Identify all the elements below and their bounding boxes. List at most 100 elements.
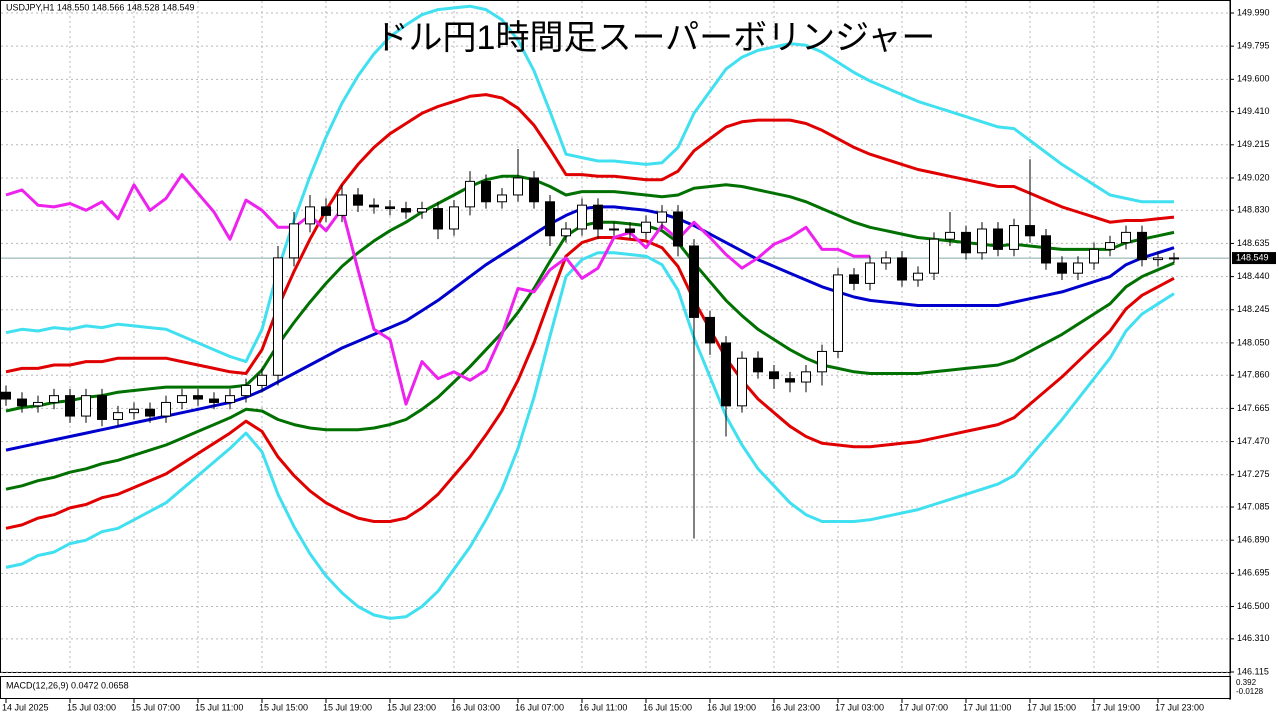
candle-body [33,401,43,407]
labels: 149.990 149.795 149.600 149.410 149.215 149.0… [2,7,1276,712]
y-tick-label: 147.860 [1237,370,1270,380]
candle-body [641,221,651,233]
macd-tick-label: -0.0128 [1236,687,1264,696]
candle-body [1153,257,1163,261]
candle-body [897,257,907,281]
candle-body [577,204,587,230]
x-tick-label: 16 Jul 15:00 [643,702,692,712]
candle-body [833,274,843,352]
candle-body [1057,262,1067,274]
candle-body [929,238,939,274]
x-tick-label: 15 Jul 19:00 [323,702,372,712]
chart-title: ドル円1時間足スーパーボリンジャー [375,19,936,57]
indicator-line [5,4,1174,364]
y-tick-label: 147.275 [1237,469,1270,479]
candle-body [1041,235,1051,264]
x-tick-label: 17 Jul 19:00 [1091,702,1140,712]
candle-body [881,257,891,264]
y-tick-label: 149.990 [1237,7,1270,17]
candle-body [81,395,91,417]
y-tick-label: 147.470 [1237,436,1270,446]
candle-body [689,245,699,318]
candle-body [1169,257,1179,260]
x-tick-label: 14 Jul 2025 [2,702,49,712]
candle-body [993,228,1003,250]
x-tick-label: 15 Jul 03:00 [67,702,116,712]
candle-body [1121,231,1131,244]
candle-body [529,177,539,203]
x-tick-label: 17 Jul 07:00 [899,702,948,712]
indicator-line [5,173,870,406]
candle-body [161,401,171,417]
y-tick-label: 147.085 [1237,501,1270,511]
macd-tick-label: 0.392 [1236,678,1257,687]
y-tick-label: 147.665 [1237,403,1270,413]
candle-body [817,350,827,373]
candle-body [257,374,267,386]
candle-body [1009,225,1019,250]
indicator-line [5,236,1175,530]
lines [5,4,1175,620]
candle-body [753,357,763,373]
candle-body [17,398,27,407]
y-tick-label: 148.440 [1237,271,1270,281]
candle-body [1089,248,1099,264]
candle-body [49,395,59,403]
candle-body [417,208,427,213]
candle-body [321,206,331,216]
y-tick-label: 146.890 [1237,535,1270,545]
candle-body [97,395,107,420]
candle-body [209,398,219,403]
candle-body [593,204,603,230]
x-tick-label: 17 Jul 23:00 [1155,702,1204,712]
candle-body [737,357,747,407]
candle-body [721,342,731,407]
y-tick-label: 149.020 [1237,172,1270,182]
macd-label: MACD(12,26,9) 0.0472 0.0658 [6,680,129,690]
candle-body [609,228,619,231]
candle-body [1073,262,1083,274]
candle-body [1,391,11,400]
candle-body [801,371,811,383]
candle-body [369,204,379,208]
candle-body [401,208,411,213]
candle-body [513,177,523,196]
x-tick-label: 17 Jul 15:00 [1027,702,1076,712]
candle-body [705,316,715,344]
y-tick-label: 146.310 [1237,633,1270,643]
candle-body [433,208,443,230]
candle-body [673,211,683,247]
y-tick-label: 149.600 [1237,74,1270,84]
last-price-label: 148.549 [1236,252,1269,262]
x-tick-label: 15 Jul 07:00 [131,702,180,712]
x-tick-label: 15 Jul 11:00 [195,702,243,712]
candle-body [113,412,123,420]
indicator-line [5,205,1175,452]
candle-body [481,180,491,203]
y-tick-label: 148.635 [1237,238,1270,248]
candle-body [241,384,251,397]
candle-body [337,194,347,216]
candle-body [385,206,395,210]
y-tick-label: 148.830 [1237,205,1270,215]
candle-body [1105,242,1115,250]
candle-body [961,231,971,254]
candle-body [1137,231,1147,261]
y-tick-label: 148.050 [1237,337,1270,347]
x-tick-label: 17 Jul 03:00 [835,702,884,712]
candle-body [625,228,635,233]
candle-body [225,395,235,403]
x-tick-label: 16 Jul 19:00 [707,702,756,712]
chart-header: USDJPY,H1 148.550 148.566 148.528 148.54… [6,2,195,12]
candle-body [449,206,459,230]
candle-body [769,371,779,380]
x-tick-label: 16 Jul 03:00 [451,702,500,712]
indicator-line [5,251,1175,620]
candle-body [129,408,139,414]
y-tick-label: 149.410 [1237,106,1270,116]
grid [1,1,1234,703]
candle-body [305,206,315,225]
candle-body [177,395,187,403]
y-tick-label: 146.500 [1237,601,1270,611]
